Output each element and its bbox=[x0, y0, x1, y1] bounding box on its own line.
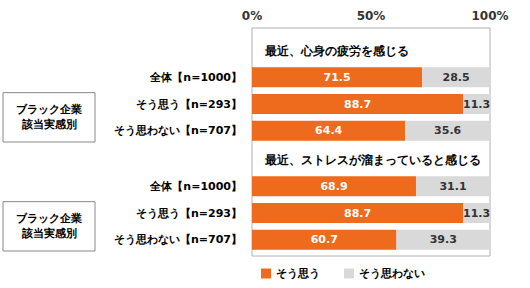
svg-text:そう思う: そう思う bbox=[276, 267, 320, 280]
svg-text:35.6: 35.6 bbox=[434, 124, 461, 137]
svg-text:60.7: 60.7 bbox=[311, 233, 338, 246]
svg-text:100%: 100% bbox=[471, 9, 508, 23]
svg-text:そう思わない: そう思わない bbox=[359, 267, 425, 280]
svg-text:11.3: 11.3 bbox=[463, 207, 490, 220]
svg-text:該当実感別: 該当実感別 bbox=[21, 118, 77, 131]
svg-text:64.4: 64.4 bbox=[315, 124, 342, 137]
svg-text:そう思う【n=293】: そう思う【n=293】 bbox=[136, 98, 242, 111]
svg-text:そう思わない【n=707】: そう思わない【n=707】 bbox=[114, 124, 242, 137]
svg-text:全体【n=1000】: 全体【n=1000】 bbox=[149, 71, 242, 84]
svg-text:ブラック企業: ブラック企業 bbox=[16, 212, 82, 225]
svg-text:88.7: 88.7 bbox=[344, 207, 371, 220]
svg-text:最近、ストレスが溜まっていると感じる: 最近、ストレスが溜まっていると感じる bbox=[264, 153, 481, 167]
svg-text:全体【n=1000】: 全体【n=1000】 bbox=[149, 180, 242, 193]
svg-text:ブラック企業: ブラック企業 bbox=[16, 103, 82, 116]
svg-text:88.7: 88.7 bbox=[344, 98, 371, 111]
svg-text:50%: 50% bbox=[357, 9, 386, 23]
svg-text:11.3: 11.3 bbox=[463, 98, 490, 111]
svg-text:0%: 0% bbox=[242, 9, 262, 23]
svg-text:39.3: 39.3 bbox=[430, 233, 457, 246]
svg-text:68.9: 68.9 bbox=[320, 180, 347, 193]
svg-text:71.5: 71.5 bbox=[324, 71, 351, 84]
svg-text:該当実感別: 該当実感別 bbox=[21, 227, 77, 240]
svg-text:31.1: 31.1 bbox=[439, 180, 466, 193]
svg-text:そう思わない【n=707】: そう思わない【n=707】 bbox=[114, 233, 242, 246]
svg-text:28.5: 28.5 bbox=[443, 71, 470, 84]
svg-text:最近、心身の疲労を感じる: 最近、心身の疲労を感じる bbox=[264, 44, 409, 58]
svg-text:そう思う【n=293】: そう思う【n=293】 bbox=[136, 207, 242, 220]
